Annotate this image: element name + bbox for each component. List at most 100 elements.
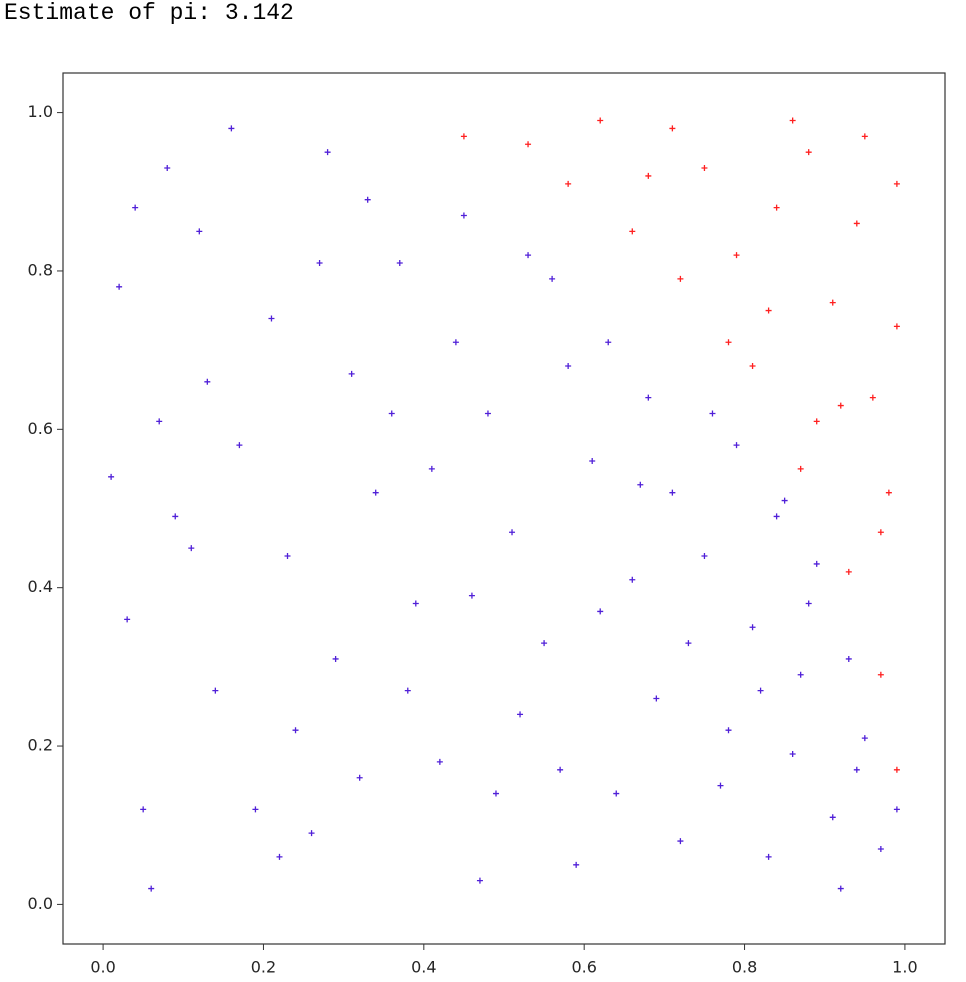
point — [517, 711, 524, 718]
point — [813, 418, 820, 425]
point — [877, 529, 884, 536]
point — [853, 766, 860, 773]
y-tick-label: 0.6 — [28, 419, 53, 438]
point — [845, 655, 852, 662]
point — [396, 260, 403, 267]
point — [861, 735, 868, 742]
point — [188, 545, 195, 552]
point — [364, 196, 371, 203]
point — [452, 339, 459, 346]
point — [324, 149, 331, 156]
point — [893, 180, 900, 187]
point — [252, 806, 259, 813]
y-tick-label: 0.4 — [28, 577, 53, 596]
point — [861, 133, 868, 140]
point — [733, 442, 740, 449]
point — [893, 806, 900, 813]
point — [468, 592, 475, 599]
point — [749, 362, 756, 369]
point — [717, 782, 724, 789]
x-tick-label: 0.8 — [732, 958, 757, 977]
point — [789, 750, 796, 757]
point — [893, 766, 900, 773]
point — [292, 727, 299, 734]
point — [637, 481, 644, 488]
point — [845, 568, 852, 575]
point — [164, 165, 171, 172]
point — [597, 117, 604, 124]
y-tick-label: 1.0 — [28, 102, 53, 121]
point — [573, 861, 580, 868]
point — [284, 553, 291, 560]
point — [460, 212, 467, 219]
x-tick-label: 0.0 — [90, 958, 115, 977]
point — [236, 442, 243, 449]
point — [789, 117, 796, 124]
point — [837, 402, 844, 409]
axes-frame — [62, 72, 946, 945]
point — [332, 655, 339, 662]
point — [140, 806, 147, 813]
y-tick-label: 0.2 — [28, 736, 53, 755]
point — [613, 790, 620, 797]
point — [316, 260, 323, 267]
point — [685, 640, 692, 647]
point — [629, 576, 636, 583]
point — [196, 228, 203, 235]
point — [565, 180, 572, 187]
point — [837, 885, 844, 892]
point — [725, 727, 732, 734]
point — [156, 418, 163, 425]
point — [853, 220, 860, 227]
point — [132, 204, 139, 211]
point — [757, 687, 764, 694]
x-tick-label: 1.0 — [892, 958, 917, 977]
point — [805, 600, 812, 607]
x-tick-label: 0.4 — [411, 958, 436, 977]
point — [829, 299, 836, 306]
point — [436, 758, 443, 765]
point — [388, 410, 395, 417]
point — [709, 410, 716, 417]
point — [372, 489, 379, 496]
point — [701, 553, 708, 560]
point — [797, 671, 804, 678]
point — [893, 323, 900, 330]
y-tick-label: 0.0 — [28, 894, 53, 913]
point — [597, 608, 604, 615]
point — [509, 529, 516, 536]
point — [773, 204, 780, 211]
y-tick-label: 0.8 — [28, 260, 53, 279]
point — [541, 640, 548, 647]
point — [412, 600, 419, 607]
point — [276, 853, 283, 860]
point — [268, 315, 275, 322]
point — [765, 307, 772, 314]
point — [148, 885, 155, 892]
output-text: Estimate of pi: 3.142 — [4, 0, 294, 26]
point — [629, 228, 636, 235]
point — [677, 838, 684, 845]
point — [204, 378, 211, 385]
point — [525, 252, 532, 259]
x-tick-label: 0.6 — [571, 958, 596, 977]
point — [781, 497, 788, 504]
point — [645, 172, 652, 179]
point — [813, 560, 820, 567]
point — [308, 830, 315, 837]
point — [549, 275, 556, 282]
point — [404, 687, 411, 694]
x-tick-label: 0.2 — [251, 958, 276, 977]
point — [797, 465, 804, 472]
point — [669, 125, 676, 132]
point — [733, 252, 740, 259]
point — [669, 489, 676, 496]
point — [124, 616, 131, 623]
point — [725, 339, 732, 346]
point — [677, 275, 684, 282]
point — [645, 394, 652, 401]
point — [116, 283, 123, 290]
point — [348, 370, 355, 377]
point — [557, 766, 564, 773]
